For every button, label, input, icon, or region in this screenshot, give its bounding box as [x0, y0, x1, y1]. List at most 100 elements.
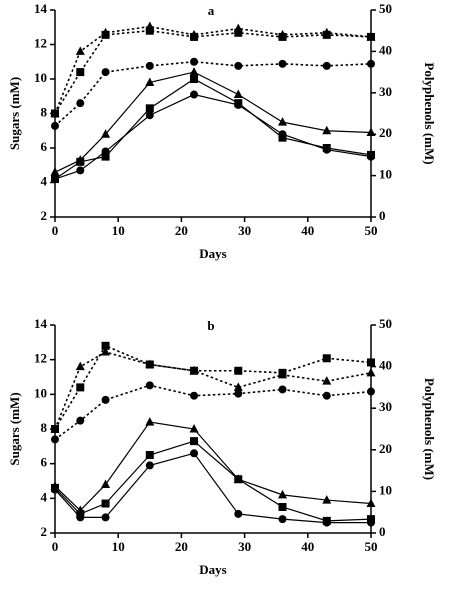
- marker: [234, 475, 243, 484]
- marker: [234, 61, 243, 70]
- y2-tick-label: 50: [379, 316, 392, 331]
- y2-axis-label: Polyphenols (mM): [422, 62, 437, 164]
- marker: [76, 513, 85, 522]
- series-line: [54, 351, 372, 430]
- series-line: [54, 440, 372, 522]
- marker: [51, 175, 59, 184]
- marker: [322, 125, 332, 135]
- chart-title: b: [207, 318, 214, 333]
- marker: [145, 381, 154, 390]
- marker: [367, 518, 375, 527]
- marker: [233, 382, 243, 391]
- marker: [75, 46, 85, 55]
- marker: [190, 437, 199, 446]
- marker: [76, 68, 85, 77]
- marker: [145, 417, 155, 426]
- y-axis-label: Sugars (mM): [7, 392, 22, 465]
- marker: [366, 367, 376, 377]
- marker: [233, 89, 243, 99]
- y-tick-label: 2: [41, 208, 48, 223]
- marker: [367, 32, 375, 41]
- y-tick-label: 10: [34, 70, 47, 85]
- y2-tick-label: 20: [379, 441, 392, 456]
- x-axis-label: Days: [199, 246, 226, 261]
- marker: [145, 26, 154, 35]
- marker: [101, 395, 110, 404]
- series-line: [54, 60, 372, 127]
- y2-axis-label: Polyphenols (mM): [422, 378, 437, 480]
- x-tick-label: 30: [238, 223, 251, 238]
- y-tick-label: 14: [34, 1, 48, 16]
- marker: [322, 61, 331, 70]
- marker: [145, 61, 154, 70]
- marker: [76, 383, 85, 392]
- marker: [322, 145, 331, 154]
- y-tick-label: 10: [34, 385, 47, 400]
- marker: [51, 121, 59, 130]
- x-tick-label: 30: [238, 539, 251, 554]
- marker: [190, 90, 199, 99]
- marker: [190, 32, 199, 41]
- marker: [278, 369, 288, 379]
- marker: [322, 354, 331, 363]
- y2-tick-label: 30: [379, 399, 392, 414]
- y-tick-label: 12: [34, 35, 47, 50]
- marker: [190, 75, 199, 83]
- marker: [367, 59, 375, 68]
- y-tick-label: 6: [41, 455, 48, 470]
- marker: [145, 104, 154, 113]
- y2-tick-label: 20: [379, 125, 392, 140]
- x-tick-label: 20: [175, 539, 188, 554]
- x-tick-label: 40: [301, 539, 314, 554]
- y2-tick-label: 30: [379, 84, 392, 99]
- marker: [101, 147, 110, 156]
- marker: [278, 59, 287, 68]
- marker: [278, 130, 287, 139]
- chart-title: a: [208, 3, 215, 18]
- marker: [234, 100, 243, 109]
- marker: [101, 129, 111, 138]
- marker: [366, 127, 376, 136]
- marker: [278, 117, 288, 126]
- y2-tick-label: 40: [379, 358, 392, 373]
- y2-tick-label: 10: [379, 167, 392, 182]
- marker: [234, 509, 243, 518]
- marker: [76, 157, 85, 166]
- marker: [51, 435, 59, 444]
- marker: [51, 485, 59, 494]
- y-tick-label: 14: [34, 316, 48, 331]
- x-tick-label: 10: [112, 539, 125, 554]
- marker: [101, 513, 110, 522]
- marker: [234, 28, 243, 37]
- marker: [50, 424, 60, 433]
- y2-tick-label: 40: [379, 42, 392, 57]
- marker: [145, 77, 155, 86]
- y-tick-label: 2: [41, 524, 48, 539]
- marker: [322, 391, 331, 400]
- marker: [145, 111, 154, 120]
- series-line: [54, 25, 372, 114]
- marker: [190, 57, 199, 66]
- marker: [234, 366, 243, 375]
- marker: [322, 376, 332, 385]
- y-tick-label: 6: [41, 139, 48, 154]
- marker: [278, 385, 287, 394]
- y-axis-label: Sugars (mM): [7, 77, 22, 150]
- y-tick-label: 4: [41, 173, 48, 188]
- y2-tick-label: 0: [379, 524, 386, 539]
- marker: [76, 416, 85, 425]
- x-tick-label: 50: [365, 223, 378, 238]
- x-axis-label: Days: [199, 562, 226, 577]
- y2-tick-label: 10: [379, 482, 392, 497]
- marker: [322, 30, 331, 39]
- marker: [101, 347, 111, 356]
- series-line: [54, 421, 372, 512]
- marker: [367, 387, 375, 396]
- y2-tick-label: 50: [379, 1, 392, 16]
- marker: [189, 365, 199, 375]
- y-tick-label: 4: [41, 489, 48, 504]
- marker: [101, 479, 111, 488]
- marker: [278, 503, 287, 511]
